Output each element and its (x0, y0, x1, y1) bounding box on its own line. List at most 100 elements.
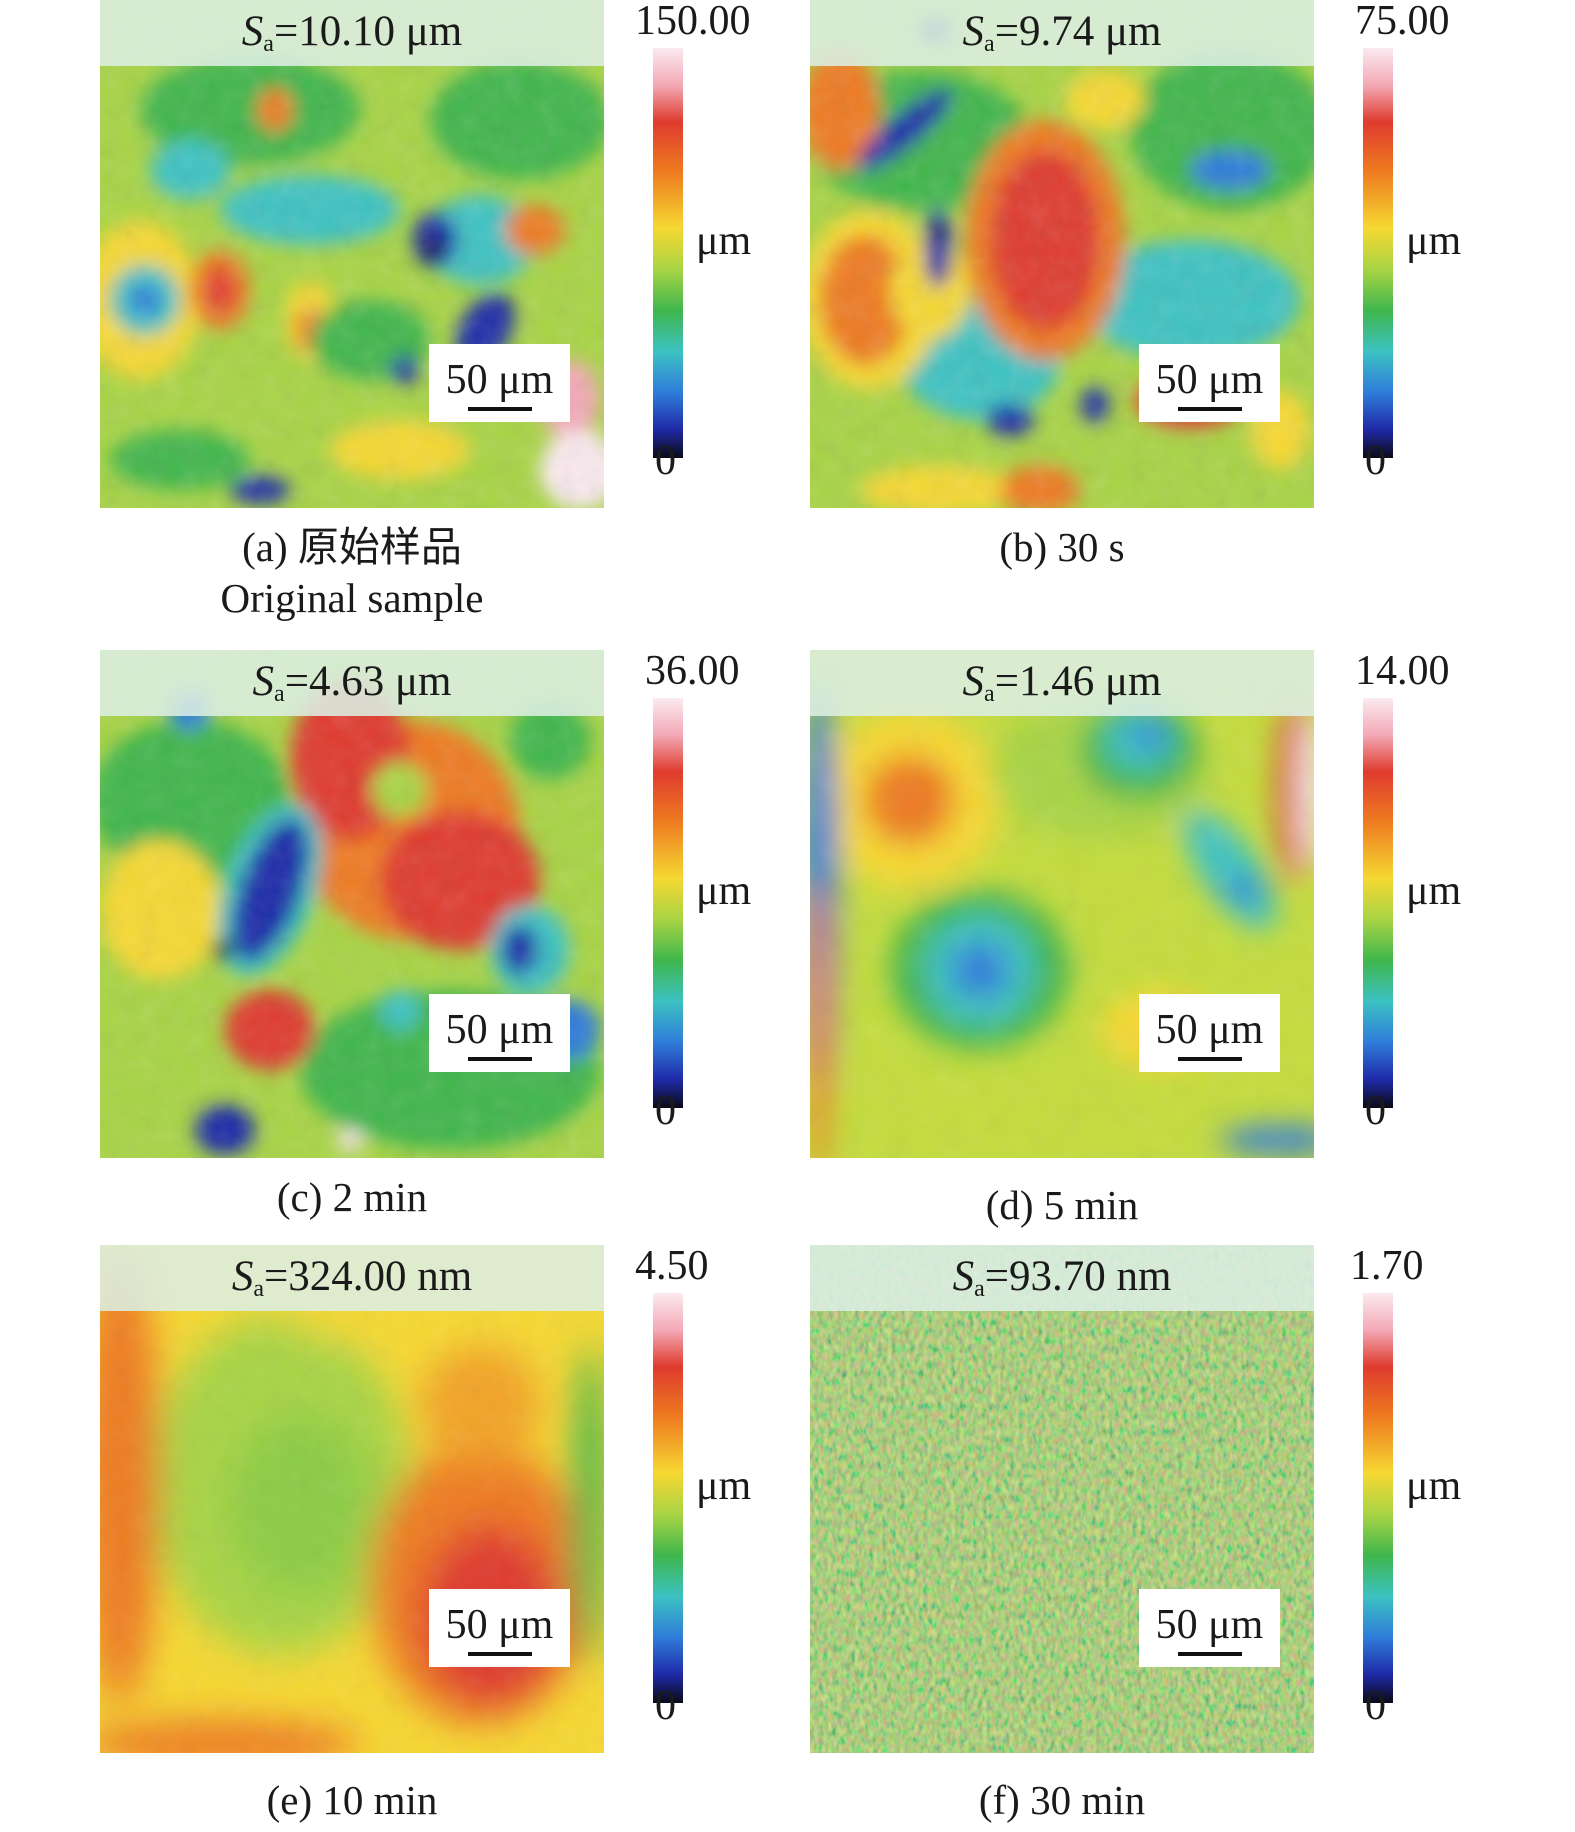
height-map-b: Sa=9.74 μm 50 μm (810, 0, 1314, 508)
caption-f: (f) 30 min (810, 1775, 1314, 1826)
sa-value-c: =4.63 μm (284, 658, 452, 705)
colorbar-f (1363, 1293, 1393, 1703)
colorbar-e (653, 1293, 683, 1703)
sa-value-f: =93.70 nm (984, 1253, 1172, 1300)
height-map-e: Sa=324.00 nm 50 μm (100, 1245, 604, 1753)
colorbar-max-e: 4.50 (635, 1243, 709, 1289)
sa-symbol-e: S (231, 1253, 254, 1300)
sa-symbol-c: S (252, 658, 275, 705)
scale-box-e: 50 μm (429, 1589, 570, 1667)
scale-bar-a (467, 407, 532, 411)
colorbar-max-a: 150.00 (635, 0, 751, 44)
colorbar-max-f: 1.70 (1350, 1243, 1424, 1289)
caption-e-line1: (e) 10 min (266, 1777, 438, 1823)
colorbar-min-d: 0 (1365, 1088, 1386, 1134)
panel-d: Sa=1.46 μm 50 μm 14.00 μm 0 (d) 5 min (810, 648, 1510, 1228)
caption-d-line1: (d) 5 min (985, 1182, 1139, 1228)
scale-label-e: 50 μm (445, 1602, 554, 1648)
sa-symbol-a: S (241, 8, 264, 55)
scale-box-f: 50 μm (1139, 1589, 1280, 1667)
panel-f: Sa=93.70 nm 50 μm 1.70 μm 0 (f) 30 min (810, 1243, 1510, 1823)
colorbar-max-b: 75.00 (1355, 0, 1450, 44)
sa-band-e: Sa=324.00 nm (100, 1245, 604, 1311)
height-map-a-image (100, 0, 604, 508)
sa-symbol-b: S (962, 8, 985, 55)
height-map-f-image (810, 1245, 1314, 1753)
scale-label-b: 50 μm (1155, 357, 1264, 403)
sa-value-b: =9.74 μm (994, 8, 1162, 55)
scale-bar-e (467, 1652, 532, 1656)
colorbar-unit-b: μm (1406, 218, 1462, 264)
scale-label-a: 50 μm (445, 357, 554, 403)
panel-c: Sa=4.63 μm 50 μm 36.00 μm 0 (c) 2 min (100, 648, 800, 1220)
sa-subscript-f: a (974, 1276, 985, 1302)
caption-c: (c) 2 min (100, 1172, 604, 1223)
sa-label-e: Sa=324.00 nm (232, 1255, 472, 1301)
panel-e: Sa=324.00 nm 50 μm 4.50 μm 0 (e) 10 min (100, 1243, 800, 1823)
caption-a: (a) 原始样品 Original sample (100, 522, 604, 625)
colorbar-a (653, 48, 683, 458)
scale-box-d: 50 μm (1139, 994, 1280, 1072)
sa-value-a: =10.10 μm (273, 8, 463, 55)
sa-subscript-a: a (263, 31, 274, 57)
colorbar-unit-a: μm (696, 218, 752, 264)
sa-band-a: Sa=10.10 μm (100, 0, 604, 66)
colorbar-d (1363, 698, 1393, 1108)
sa-symbol-d: S (962, 658, 985, 705)
height-map-e-image (100, 1245, 604, 1753)
sa-band-f: Sa=93.70 nm (810, 1245, 1314, 1311)
colorbar-b (1363, 48, 1393, 458)
caption-f-line1: (f) 30 min (978, 1777, 1146, 1823)
colorbar-min-c: 0 (655, 1088, 676, 1134)
colorbar-unit-f: μm (1406, 1463, 1462, 1509)
scale-bar-b (1177, 407, 1242, 411)
caption-b: (b) 30 s (810, 522, 1314, 573)
panel-b: Sa=9.74 μm 50 μm 75.00 μm 0 (b) 30 s (810, 0, 1510, 570)
height-map-c-image (100, 650, 604, 1158)
sa-subscript-e: a (253, 1276, 264, 1302)
scale-bar-c (467, 1057, 532, 1061)
scale-label-f: 50 μm (1155, 1602, 1264, 1648)
sa-subscript-d: a (984, 681, 995, 707)
colorbar-unit-c: μm (696, 868, 752, 914)
colorbar-unit-d: μm (1406, 868, 1462, 914)
sa-subscript-c: a (274, 681, 285, 707)
height-map-b-image (810, 0, 1314, 508)
height-map-f: Sa=93.70 nm 50 μm (810, 1245, 1314, 1753)
sa-subscript-b: a (984, 31, 995, 57)
sa-band-d: Sa=1.46 μm (810, 650, 1314, 716)
colorbar-c (653, 698, 683, 1108)
height-map-c: Sa=4.63 μm 50 μm (100, 650, 604, 1158)
height-map-d-image (810, 650, 1314, 1158)
caption-d: (d) 5 min (810, 1180, 1314, 1231)
sa-band-c: Sa=4.63 μm (100, 650, 604, 716)
caption-e: (e) 10 min (100, 1775, 604, 1826)
sa-label-c: Sa=4.63 μm (253, 660, 452, 706)
scale-box-a: 50 μm (429, 344, 570, 422)
sa-band-b: Sa=9.74 μm (810, 0, 1314, 66)
sa-label-a: Sa=10.10 μm (242, 10, 462, 56)
caption-a-line2: Original sample (220, 575, 484, 622)
caption-b-line1: (b) 30 s (999, 524, 1125, 570)
caption-c-line1: (c) 2 min (276, 1174, 428, 1220)
sa-label-d: Sa=1.46 μm (963, 660, 1162, 706)
colorbar-min-e: 0 (655, 1683, 676, 1729)
sa-symbol-f: S (952, 1253, 975, 1300)
colorbar-min-f: 0 (1365, 1683, 1386, 1729)
scale-label-c: 50 μm (445, 1007, 554, 1053)
height-map-a: Sa=10.10 μm 50 μm (100, 0, 604, 508)
scale-box-c: 50 μm (429, 994, 570, 1072)
panel-a: Sa=10.10 μm 50 μm 150.00 μm 0 (a) 原始样品 O… (100, 0, 800, 621)
colorbar-min-b: 0 (1365, 438, 1386, 484)
colorbar-unit-e: μm (696, 1463, 752, 1509)
colorbar-min-a: 0 (655, 438, 676, 484)
scale-bar-d (1177, 1057, 1242, 1061)
caption-a-line1: (a) 原始样品 (242, 524, 462, 570)
scale-label-d: 50 μm (1155, 1007, 1264, 1053)
colorbar-max-c: 36.00 (645, 648, 740, 694)
sa-value-e: =324.00 nm (263, 1253, 473, 1300)
colorbar-max-d: 14.00 (1355, 648, 1450, 694)
sa-label-f: Sa=93.70 nm (953, 1255, 1172, 1301)
scale-bar-f (1177, 1652, 1242, 1656)
sa-label-b: Sa=9.74 μm (963, 10, 1162, 56)
